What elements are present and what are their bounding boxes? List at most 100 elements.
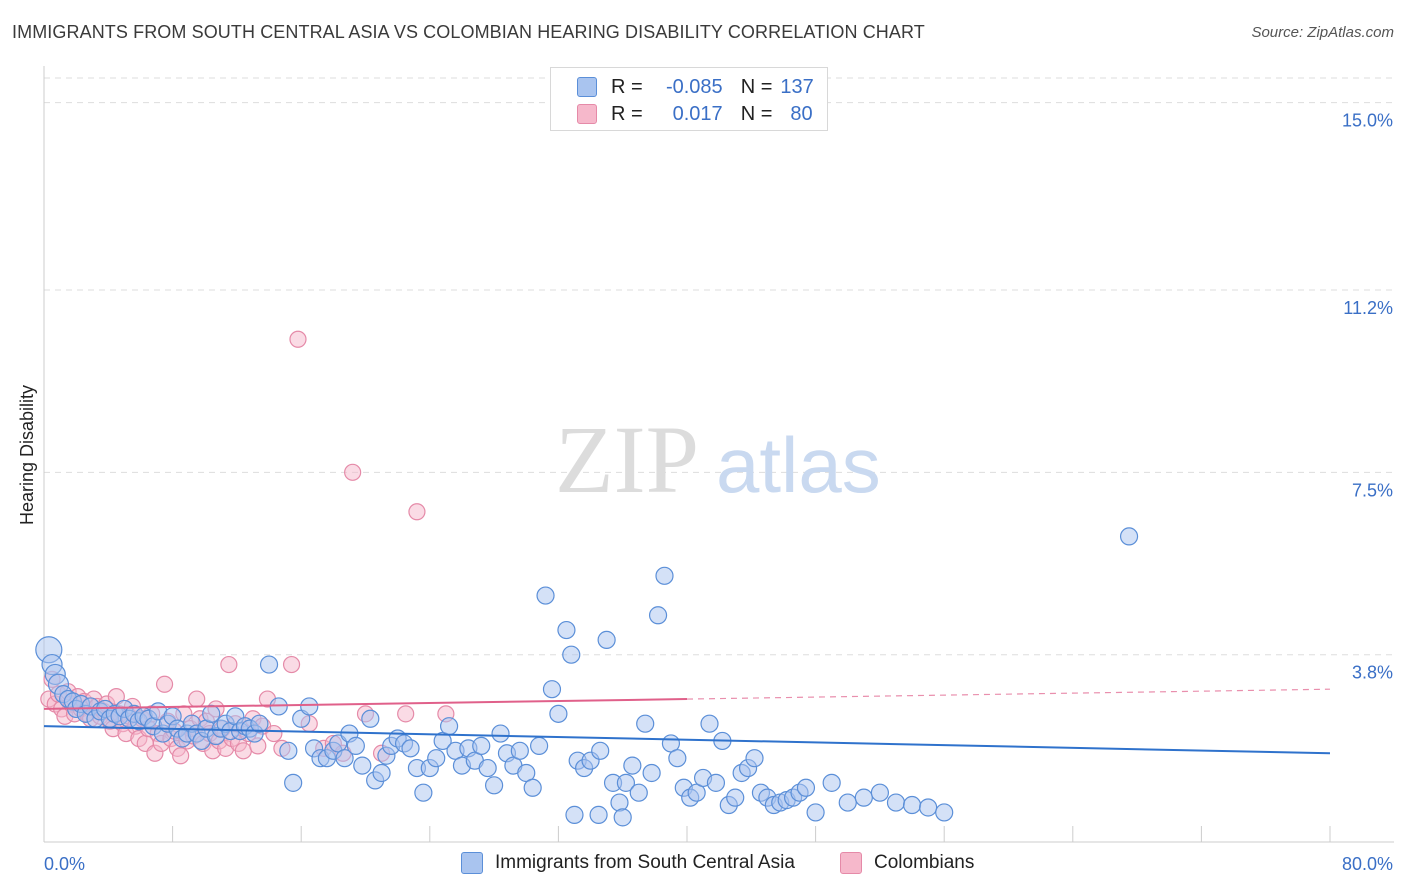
immigrants-point	[353, 756, 372, 775]
immigrants-point	[250, 714, 269, 733]
immigrants-point	[870, 783, 890, 802]
immigrants-point	[549, 704, 568, 723]
immigrants-point	[935, 803, 954, 822]
legend-n-value: 137	[780, 75, 814, 98]
source-label: Source: ZipAtlas.com	[1251, 24, 1394, 41]
immigrants-point	[1119, 527, 1139, 546]
immigrants-point	[838, 793, 857, 812]
colombians-points	[40, 330, 455, 765]
immigrants-point	[478, 758, 497, 778]
legend-r-label: R =	[611, 102, 643, 125]
immigrants-point	[642, 763, 661, 783]
immigrants-point	[668, 749, 687, 768]
immigrants-point	[414, 783, 433, 802]
immigrants-point	[279, 741, 298, 760]
immigrants-point	[557, 620, 576, 640]
immigrants-point	[902, 795, 922, 815]
colombians-point	[282, 655, 301, 674]
grid-layer	[44, 77, 1394, 656]
colombians-trend-line	[43, 698, 688, 710]
colombians-point	[265, 724, 283, 743]
y-tick-label: 3.8%	[1352, 663, 1393, 683]
legend-r-label: R =	[611, 75, 643, 98]
legend-swatch-pink	[577, 104, 597, 124]
y-tick-label: 15.0%	[1342, 111, 1393, 131]
immigrants-point	[542, 680, 562, 699]
colombians-point	[289, 330, 307, 348]
immigrants-point	[613, 808, 632, 827]
immigrants-point	[854, 788, 873, 807]
colombians-point	[234, 742, 252, 760]
trend-lines	[43, 688, 1331, 755]
immigrants-point	[919, 798, 938, 817]
immigrants-point	[439, 717, 459, 736]
watermark-zip: ZIP	[555, 406, 699, 513]
legend-row-immigrants: R = -0.085 N = 137	[577, 74, 814, 100]
series-legend-colombians[interactable]: Colombians	[840, 852, 974, 874]
tick-labels: 3.8% 7.5% 11.2% 15.0% 0.0% 80.0%	[44, 111, 1393, 874]
immigrants-point	[822, 773, 841, 792]
immigrants-point	[589, 805, 608, 824]
immigrants-point	[510, 741, 529, 760]
immigrants-point	[623, 756, 642, 775]
immigrants-point	[536, 586, 555, 605]
immigrants-point	[796, 778, 816, 797]
series-legend-immigrants[interactable]: Immigrants from South Central Asia	[461, 852, 795, 874]
colombians-point	[188, 690, 206, 708]
immigrants-point	[491, 724, 510, 743]
immigrants-point	[610, 793, 629, 812]
stats-legend: R = -0.085 N = 137 R = 0.017 N = 80	[550, 67, 828, 131]
immigrants-point	[648, 606, 668, 625]
immigrants-point	[591, 741, 610, 760]
immigrants-point	[562, 645, 581, 664]
legend-r-value: 0.017	[672, 102, 723, 125]
legend-n-label: N =	[740, 102, 773, 125]
colombians-point	[344, 463, 362, 481]
immigrants-point	[346, 736, 365, 755]
immigrants-point	[485, 776, 504, 795]
immigrants-point	[597, 630, 616, 650]
immigrants-point	[806, 803, 825, 822]
colombians-trend-extension	[686, 688, 1331, 700]
immigrants-point	[401, 739, 420, 758]
immigrants-point	[335, 749, 354, 768]
series-label-immigrants: Immigrants from South Central Asia	[495, 852, 795, 873]
immigrants-point	[565, 805, 584, 824]
colombians-point	[220, 655, 238, 674]
watermark-atlas: atlas	[716, 421, 881, 509]
immigrants-point	[700, 714, 719, 733]
x-tick-label: 0.0%	[44, 854, 85, 874]
immigrants-point	[202, 704, 221, 723]
y-axis-label: Hearing Disability	[17, 385, 37, 525]
immigrants-trend-line	[43, 725, 1331, 755]
watermark: ZIP atlas	[555, 406, 881, 513]
colombians-point	[155, 675, 174, 693]
immigrants-point	[361, 709, 380, 728]
series-swatch-blue	[461, 852, 483, 874]
legend-r-value: -0.085	[665, 75, 723, 98]
legend-swatch-blue	[577, 77, 597, 97]
immigrants-point	[530, 736, 549, 755]
immigrants-point	[372, 763, 391, 783]
immigrants-point	[616, 773, 636, 792]
y-tick-label: 11.2%	[1343, 298, 1393, 318]
y-tick-label: 7.5%	[1352, 480, 1393, 500]
chart-title: IMMIGRANTS FROM SOUTH CENTRAL ASIA VS CO…	[12, 22, 925, 42]
immigrants-point	[655, 566, 674, 585]
immigrants-point	[472, 736, 491, 755]
immigrants-point	[745, 749, 764, 768]
legend-n-value: 80	[790, 102, 813, 125]
immigrants-point	[259, 655, 279, 674]
immigrants-point	[726, 788, 745, 807]
immigrants-point	[284, 773, 303, 792]
immigrants-point	[886, 793, 906, 812]
colombians-point	[107, 687, 125, 706]
immigrants-point	[300, 697, 319, 716]
colombians-point	[397, 705, 415, 723]
axes-layer	[43, 66, 1394, 843]
series-swatch-pink	[840, 852, 862, 874]
immigrants-points	[35, 527, 1139, 827]
immigrants-point	[706, 773, 726, 792]
immigrants-point	[636, 714, 655, 733]
